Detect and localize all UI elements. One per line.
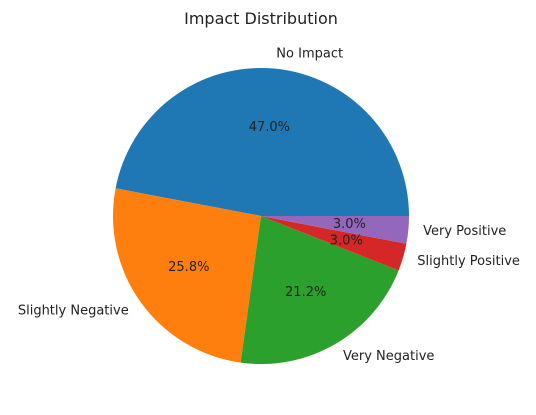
pie-slice-slightly-positive — [261, 216, 407, 271]
pie-slice-very-positive — [261, 216, 409, 244]
pie-label-slightly-positive: Slightly Positive — [417, 254, 520, 269]
pie-percent-no-impact: 47.0% — [249, 120, 290, 135]
pie-slice-slightly-negative — [112, 188, 261, 363]
pie-slice-very-negative — [240, 216, 399, 365]
pie-category-labels: No Impact Slightly Negative Very Negative S… — [18, 46, 520, 364]
pie-percent-labels: 47.0% 25.8% 21.2% 3.0%3.0% — [168, 120, 366, 300]
pie-label-no-impact: No Impact — [276, 46, 343, 61]
pie-label-very-negative: Very Negative — [343, 349, 434, 364]
pie-label-very-positive: Very Positive — [423, 224, 506, 239]
pie-percent-very-positive: 3.0% — [333, 217, 366, 232]
pie-label-slightly-negative: Slightly Negative — [18, 303, 129, 318]
chart-title: Impact Distribution — [184, 9, 338, 28]
pie-percent-very-negative: 21.2% — [285, 285, 326, 300]
pie-percent-slightly-positive: 3.0% — [330, 233, 363, 248]
pie-slices — [112, 67, 410, 365]
pie-percent-slightly-negative: 25.8% — [168, 260, 209, 275]
pie-slice-no-impact — [115, 67, 410, 216]
